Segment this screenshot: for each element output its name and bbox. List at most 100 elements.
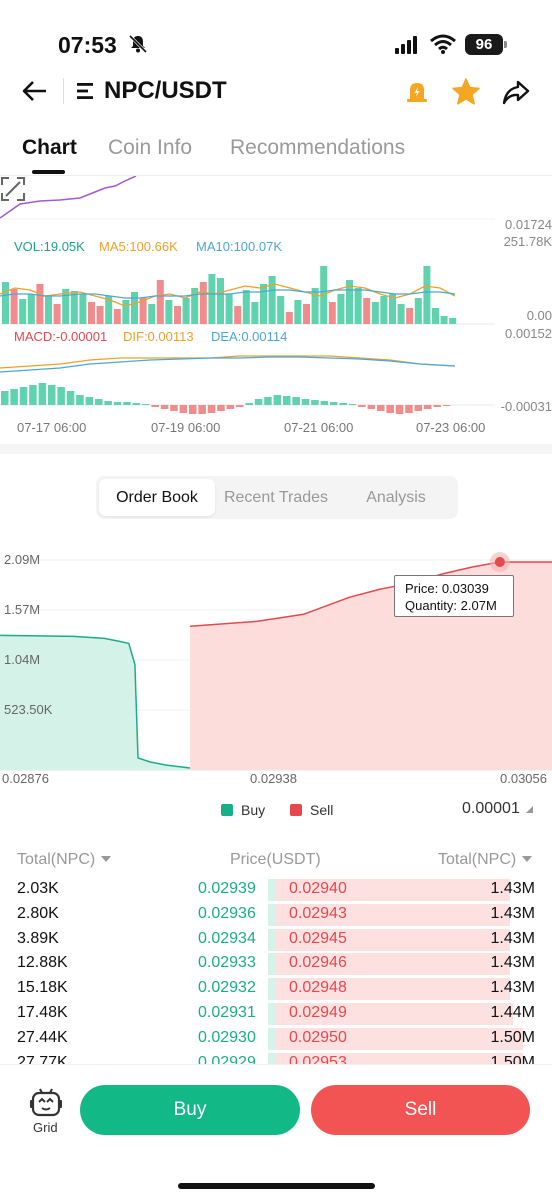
macd-bar (1, 391, 9, 405)
buy-swatch (221, 804, 233, 816)
ma10-line (0, 289, 456, 299)
macd-axis-bottom: -0.00031 (500, 399, 552, 414)
back-arrow-icon[interactable] (20, 76, 50, 106)
orderbook-row[interactable]: 27.44K 0.02930 0.02950 1.50M (0, 1027, 552, 1052)
sell-price[interactable]: 0.02945 (289, 929, 347, 947)
volume-bar (70, 291, 78, 324)
wifi-icon (430, 34, 456, 54)
volume-bar (156, 280, 164, 324)
dif-line (0, 355, 456, 369)
pair-title[interactable]: NPC/USDT (104, 77, 227, 104)
macd-bar (442, 405, 451, 406)
macd-bar (179, 405, 188, 413)
macd-bar (273, 395, 282, 405)
volume-bar (380, 296, 388, 324)
sell-total: 1.43M (490, 979, 535, 997)
depth-x-label: 0.03056 (500, 771, 547, 786)
precision-selector[interactable]: 0.00001 (462, 800, 533, 818)
legend-buy-label: Buy (241, 802, 266, 818)
volume-bar (53, 304, 61, 324)
kline-canvas (0, 176, 495, 414)
tab-recommendations[interactable]: Recommendations (230, 136, 406, 159)
orderbook-row[interactable]: 12.88K 0.02933 0.02946 1.43M (0, 952, 552, 977)
bottom-bar: Grid Buy Sell (0, 1064, 552, 1200)
segment-recent-trades[interactable]: Recent Trades (223, 489, 329, 506)
orderbook-row[interactable]: 2.03K 0.02939 0.02940 1.43M (0, 878, 552, 903)
volume-bar (234, 306, 242, 324)
volume-bar (242, 290, 250, 324)
macd-bar (358, 405, 366, 407)
sell-price[interactable]: 0.02949 (289, 1004, 347, 1021)
volume-bar (397, 304, 405, 324)
orderbook-header-buy-total[interactable]: Total(NPC) (17, 851, 112, 869)
hover-point (494, 557, 505, 568)
buy-depth-bar (268, 879, 276, 901)
buy-depth-line (0, 634, 191, 769)
buy-price[interactable]: 0.02930 (198, 1028, 256, 1046)
legend-buy: Buy (221, 802, 265, 818)
sell-button[interactable]: Sell (311, 1085, 530, 1135)
macd-axis-top: 0.00152 (505, 326, 552, 341)
buy-depth-bar (268, 928, 276, 951)
orderbook-row[interactable]: 2.80K 0.02936 0.02943 1.43M (0, 903, 552, 928)
volume-bar (131, 292, 138, 324)
sell-price[interactable]: 0.02953 (289, 1053, 347, 1064)
tab-chart[interactable]: Chart (22, 136, 77, 159)
battery-indicator: 96 (465, 34, 507, 55)
buy-depth-area (0, 635, 191, 770)
buy-price[interactable]: 0.02932 (198, 979, 256, 997)
volume-bar (311, 288, 319, 324)
orderbook-row[interactable]: 15.18K 0.02932 0.02948 1.43M (0, 977, 552, 1002)
header-label: Total(NPC) (438, 851, 517, 868)
orderbook-segment: Order Book Recent Trades Analysis (96, 476, 458, 519)
sell-depth-bar (276, 1027, 523, 1050)
macd-bar (76, 395, 84, 405)
buy-price[interactable]: 0.02939 (198, 880, 256, 897)
macd-bar (151, 405, 159, 407)
price-alert-icon[interactable] (403, 78, 431, 106)
cellular-signal-icon (395, 36, 417, 54)
orderbook-header-sell-total[interactable]: Total(NPC) (438, 851, 533, 869)
sell-price[interactable]: 0.02946 (289, 954, 347, 972)
orderbook-row[interactable]: 27.77K 0.02929 0.02953 1.50M (0, 1052, 552, 1064)
volume-bar (217, 278, 224, 324)
macd-bar (104, 401, 112, 405)
fullscreen-icon[interactable] (0, 176, 26, 202)
volume-bar (96, 306, 104, 324)
sell-price[interactable]: 0.02940 (289, 880, 347, 897)
volume-bar (346, 280, 353, 324)
sell-depth-bar (276, 953, 510, 976)
sell-total: 1.43M (490, 904, 535, 922)
segment-analysis[interactable]: Analysis (366, 489, 426, 506)
dropdown-triangle-icon (525, 806, 533, 813)
buy-button[interactable]: Buy (80, 1085, 300, 1135)
buy-price[interactable]: 0.02934 (198, 929, 256, 947)
bell-muted-icon (128, 34, 148, 54)
buy-total: 17.48K (17, 1004, 68, 1021)
sell-total: 1.44M (490, 1004, 535, 1021)
share-icon[interactable] (501, 78, 531, 106)
favorite-star-icon[interactable] (451, 77, 481, 107)
orderbook-row[interactable]: 3.89K 0.02934 0.02945 1.43M (0, 928, 552, 953)
header-label: Total(NPC) (17, 851, 96, 868)
sell-price[interactable]: 0.02943 (289, 904, 347, 922)
segment-order-book[interactable]: Order Book (99, 479, 215, 516)
volume-bar (414, 298, 422, 324)
volume-bar (268, 276, 276, 324)
macd-bar (405, 405, 413, 413)
sell-price[interactable]: 0.02948 (289, 979, 347, 997)
grid-bot-icon[interactable] (29, 1087, 63, 1119)
precision-value: 0.00001 (462, 800, 520, 817)
buy-price[interactable]: 0.02931 (198, 1004, 256, 1021)
tab-coin-info[interactable]: Coin Info (108, 136, 193, 159)
kline-chart[interactable]: 0.01724 251.78K 0.00 0.00152 -0.00031 VO… (0, 176, 552, 444)
depth-x-label: 0.02938 (250, 771, 297, 786)
grid-label[interactable]: Grid (33, 1120, 58, 1135)
buy-price[interactable]: 0.02929 (198, 1053, 256, 1064)
buy-price[interactable]: 0.02936 (198, 904, 256, 922)
menu-icon[interactable] (77, 81, 97, 101)
volume-bar (294, 300, 302, 324)
orderbook-row[interactable]: 17.48K 0.02931 0.02949 1.44M (0, 1002, 552, 1027)
sell-price[interactable]: 0.02950 (289, 1028, 347, 1046)
buy-price[interactable]: 0.02933 (198, 954, 256, 972)
